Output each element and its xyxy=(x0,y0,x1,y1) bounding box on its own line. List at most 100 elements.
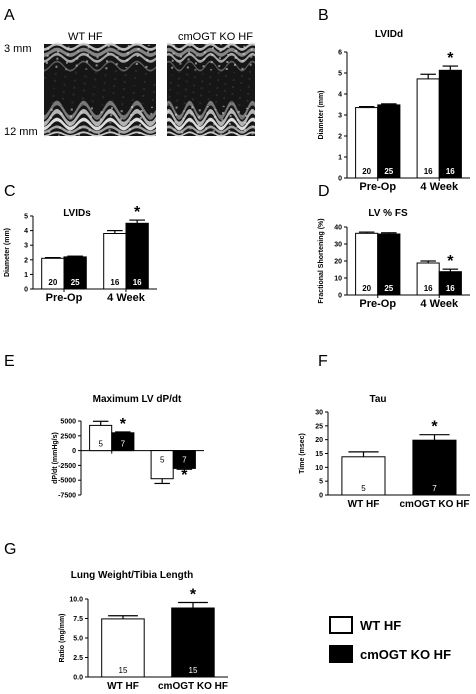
echo-speckle xyxy=(209,77,212,79)
echo-speckle xyxy=(65,69,68,71)
x-tick-label: WT HF xyxy=(107,681,139,692)
echo-speckle xyxy=(56,58,59,60)
echo-speckle xyxy=(48,131,51,133)
echo-speckle xyxy=(168,103,170,105)
echo-speckle xyxy=(112,92,115,94)
echo-speckle xyxy=(188,52,191,54)
echo-speckle xyxy=(100,112,103,114)
echo-speckle xyxy=(134,78,137,79)
echo-band xyxy=(44,117,156,131)
echo-speckle xyxy=(100,111,103,113)
echo-speckle xyxy=(213,117,216,119)
echo-speckle xyxy=(211,48,214,50)
echo-speckle xyxy=(104,74,107,76)
echo-speckle xyxy=(232,86,235,87)
echo-speckle xyxy=(182,118,185,120)
echo-speckle xyxy=(45,69,48,71)
bar xyxy=(412,439,457,496)
echo-speckle xyxy=(206,113,209,115)
echo-speckle xyxy=(240,74,243,76)
echo-speckle xyxy=(228,130,231,131)
echo-speckle xyxy=(135,64,138,65)
echo-speckle xyxy=(168,95,171,97)
echo-speckle xyxy=(116,57,119,59)
echo-speckle xyxy=(217,72,220,74)
echo-speckle xyxy=(131,107,133,109)
echo-speckle xyxy=(136,56,139,57)
echo-speckle xyxy=(58,126,61,128)
y-tick-label: 5000 xyxy=(60,419,76,426)
echo-speckle xyxy=(238,104,241,106)
echo-speckle xyxy=(240,82,243,84)
echo-speckle xyxy=(173,44,176,46)
echo-speckle xyxy=(102,97,105,99)
echo-speckle xyxy=(50,108,53,110)
echo-speckle xyxy=(131,106,134,108)
depth-label-bottom: 12 mm xyxy=(4,126,38,138)
echo-speckle xyxy=(247,86,250,88)
echo-speckle xyxy=(142,96,145,97)
echo-speckle xyxy=(213,124,216,126)
echo-speckle xyxy=(246,100,249,102)
echo-speckle xyxy=(196,131,199,133)
echo-speckle xyxy=(59,120,62,122)
echo-speckle xyxy=(90,115,93,117)
echo-speckle xyxy=(57,51,60,53)
echo-speckle xyxy=(206,112,209,114)
echo-speckle xyxy=(56,57,59,59)
echo-speckle xyxy=(124,74,127,76)
echo-speckle xyxy=(241,67,244,69)
y-tick-label: 10 xyxy=(334,276,342,283)
x-tick-label: Pre-Op xyxy=(359,181,396,193)
echo-speckle xyxy=(215,95,218,97)
y-tick-label: 20 xyxy=(315,437,323,444)
echo-speckle xyxy=(239,96,241,98)
echo-band xyxy=(167,131,255,137)
echo-speckle xyxy=(54,79,56,81)
chart-title: Lung Weight/Tibia Length xyxy=(71,570,193,581)
echo-speckle xyxy=(237,111,240,113)
echo-speckle xyxy=(118,133,121,135)
echo-speckle xyxy=(181,132,184,134)
echo-speckle xyxy=(88,129,91,131)
significance-star: * xyxy=(120,416,127,433)
echo-speckle xyxy=(228,123,231,124)
y-tick-label: 5 xyxy=(319,479,323,486)
echo-speckle xyxy=(46,61,48,63)
echo-speckle xyxy=(202,65,205,67)
echo-speckle xyxy=(77,50,80,52)
echo-speckle xyxy=(190,114,193,116)
echo-speckle xyxy=(196,47,199,49)
echo-speckle xyxy=(92,94,95,96)
echo-speckle xyxy=(134,77,137,78)
echo-speckle xyxy=(53,87,56,89)
echo-speckle xyxy=(223,91,226,92)
echo-speckle xyxy=(74,72,77,74)
legend: WT HF cmOGT KO HF xyxy=(329,616,451,663)
echo-speckle xyxy=(63,83,66,85)
echo-speckle xyxy=(171,66,174,68)
echo-speckle xyxy=(230,108,233,109)
echo-speckle xyxy=(198,110,201,112)
echo-speckle xyxy=(54,73,57,75)
echo-speckle xyxy=(94,72,97,74)
y-tick-label: -7500 xyxy=(58,493,76,500)
chart-title: LV % FS xyxy=(368,208,408,219)
echo-speckle xyxy=(143,88,146,89)
echo-speckle xyxy=(138,132,141,133)
echo-speckle xyxy=(177,85,180,87)
echo-speckle xyxy=(185,88,187,90)
echo-speckle xyxy=(226,62,229,63)
echo-band xyxy=(167,125,255,134)
echo-speckle xyxy=(185,80,188,82)
echo-speckle xyxy=(235,50,238,52)
echo-speckle xyxy=(132,93,135,94)
echo-speckle xyxy=(143,80,146,82)
n-label: 20 xyxy=(362,167,371,176)
echo-speckle xyxy=(174,114,177,116)
echo-speckle xyxy=(236,126,239,128)
echo-speckle xyxy=(200,95,202,97)
echo-speckle xyxy=(76,57,79,59)
echo-speckle xyxy=(244,128,247,130)
echo-speckle xyxy=(94,79,97,81)
